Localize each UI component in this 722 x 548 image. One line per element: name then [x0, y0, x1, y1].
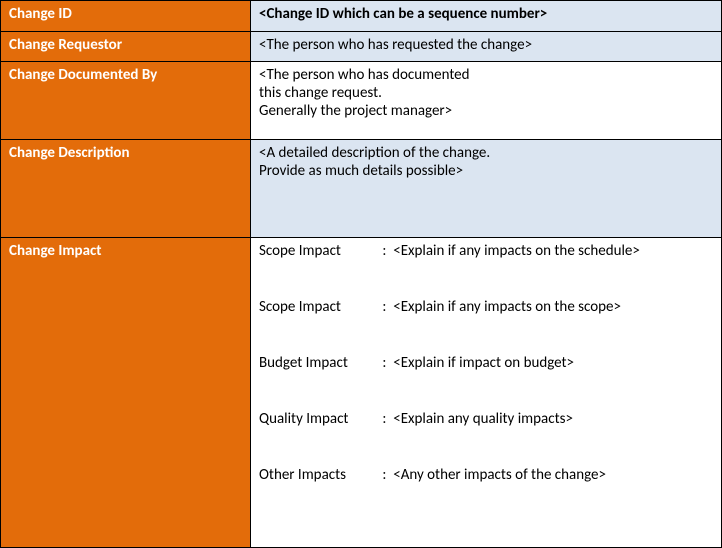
impact-label: Budget Impact [259, 354, 379, 372]
impact-label: Scope Impact [259, 298, 379, 316]
description-line: <A detailed description of the change. [259, 144, 713, 162]
impact-row: Scope Impact : <Explain if any impacts o… [259, 242, 713, 260]
value-change-requestor: <The person who has requested the change… [251, 31, 722, 62]
impact-sep: : [382, 410, 386, 428]
impact-text: <Any other impacts of the change> [393, 466, 606, 484]
impact-text: <Explain any quality impacts> [393, 410, 573, 428]
label-change-requestor: Change Requestor [1, 31, 251, 62]
impact-text: <Explain if any impacts on the schedule> [393, 242, 640, 260]
row-change-requestor: Change Requestor <The person who has req… [1, 31, 722, 62]
row-change-impact: Change Impact Scope Impact : <Explain if… [1, 238, 722, 548]
value-change-impact: Scope Impact : <Explain if any impacts o… [251, 238, 722, 548]
row-change-description: Change Description <A detailed descripti… [1, 140, 722, 238]
documented-by-line: <The person who has documented [259, 66, 713, 84]
impact-sep: : [382, 354, 386, 372]
impact-row: Budget Impact : <Explain if impact on bu… [259, 354, 713, 372]
documented-by-line: this change request. [259, 84, 713, 102]
impact-list: Scope Impact : <Explain if any impacts o… [259, 242, 713, 484]
label-change-id: Change ID [1, 1, 251, 32]
row-change-documented-by: Change Documented By <The person who has… [1, 62, 722, 140]
description-line: Provide as much details possible> [259, 162, 713, 180]
impact-label: Other Impacts [259, 466, 379, 484]
label-change-description: Change Description [1, 140, 251, 238]
row-change-id: Change ID <Change ID which can be a sequ… [1, 1, 722, 32]
impact-row: Other Impacts : <Any other impacts of th… [259, 466, 713, 484]
change-request-table: Change ID <Change ID which can be a sequ… [0, 0, 722, 548]
impact-label: Quality Impact [259, 410, 379, 428]
impact-label: Scope Impact [259, 242, 379, 260]
impact-text: <Explain if any impacts on the scope> [393, 298, 621, 316]
impact-row: Scope Impact : <Explain if any impacts o… [259, 298, 713, 316]
label-change-impact: Change Impact [1, 238, 251, 548]
value-change-id: <Change ID which can be a sequence numbe… [251, 1, 722, 32]
impact-sep: : [382, 466, 386, 484]
label-change-documented-by: Change Documented By [1, 62, 251, 140]
value-change-description: <A detailed description of the change. P… [251, 140, 722, 238]
documented-by-line: Generally the project manager> [259, 102, 713, 120]
impact-text: <Explain if impact on budget> [393, 354, 574, 372]
value-change-documented-by: <The person who has documented this chan… [251, 62, 722, 140]
impact-sep: : [382, 298, 386, 316]
impact-row: Quality Impact : <Explain any quality im… [259, 410, 713, 428]
impact-sep: : [382, 242, 386, 260]
